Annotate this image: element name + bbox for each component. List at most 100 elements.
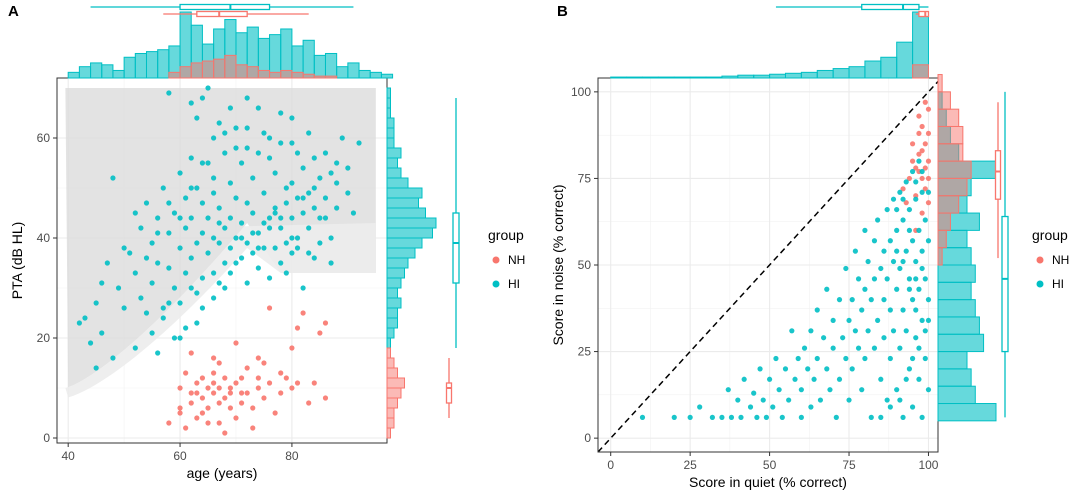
hist-bar-top-hi — [347, 62, 360, 79]
legend-label-nh: NH — [508, 253, 525, 267]
x-tick-label: 80 — [285, 449, 299, 463]
data-point-hi — [222, 130, 228, 136]
legend-key-nh — [492, 256, 500, 264]
data-point-hi — [194, 240, 200, 246]
data-point-hi — [233, 125, 239, 131]
data-point-hi — [798, 387, 804, 393]
hist-bar-top-hi — [358, 69, 371, 79]
data-point-hi — [311, 205, 317, 211]
data-point-hi — [227, 245, 233, 251]
data-point-nh — [925, 130, 932, 137]
data-point-hi — [278, 110, 284, 116]
data-point-hi — [160, 305, 166, 311]
data-point-hi — [738, 414, 744, 420]
data-point-hi — [852, 248, 858, 254]
data-point-hi — [205, 160, 211, 166]
data-point-hi — [272, 210, 278, 216]
data-point-hi — [900, 414, 906, 420]
data-point-nh — [211, 380, 217, 386]
series-hi — [76, 85, 362, 371]
hist-bar-right-nh — [937, 143, 964, 162]
data-point-hi — [160, 315, 166, 321]
data-point-hi — [817, 397, 824, 403]
data-point-hi — [865, 328, 871, 334]
top-boxplots — [90, 3, 354, 18]
hist-bar-right-hi — [937, 281, 972, 301]
data-point-nh — [244, 365, 250, 371]
data-point-hi — [166, 265, 172, 271]
data-point-hi — [913, 335, 919, 341]
data-point-hi — [194, 185, 200, 191]
data-point-hi — [115, 285, 122, 291]
x-axis-title: age (years) — [187, 465, 258, 481]
data-point-hi — [865, 258, 871, 265]
x-tick-label: 40 — [62, 449, 76, 463]
data-point-hi — [925, 238, 932, 244]
data-point-hi — [171, 210, 178, 216]
data-point-hi — [922, 276, 928, 282]
hist-bar-top-hi — [896, 41, 914, 79]
data-point-hi — [160, 185, 166, 191]
hist-bar-top-hi — [705, 76, 723, 79]
data-point-nh — [317, 330, 323, 336]
y-tick-label: 20 — [37, 331, 51, 345]
data-point-hi — [183, 325, 189, 331]
data-point-hi — [913, 179, 919, 185]
data-point-nh — [919, 210, 925, 216]
data-point-nh — [250, 405, 256, 411]
data-point-nh — [188, 390, 194, 396]
data-point-hi — [916, 227, 922, 233]
data-point-hi — [878, 376, 884, 382]
data-point-nh — [199, 395, 206, 401]
data-point-hi — [903, 376, 909, 382]
hist-bar-top-hi — [157, 49, 170, 79]
data-point-hi — [211, 270, 217, 276]
hist-bar-right-hi — [386, 137, 395, 149]
data-point-hi — [897, 189, 903, 195]
data-point-hi — [339, 135, 345, 141]
data-point-hi — [871, 238, 878, 244]
data-point-nh — [222, 375, 228, 381]
data-point-hi — [903, 328, 909, 334]
data-point-nh — [294, 380, 301, 386]
data-point-nh — [255, 385, 261, 391]
hist-bar-right-nh — [937, 177, 968, 197]
data-point-hi — [900, 217, 906, 223]
data-point-nh — [205, 405, 211, 411]
data-point-hi — [205, 250, 211, 256]
data-point-hi — [782, 366, 789, 372]
hist-bar-top-hi — [737, 74, 755, 79]
hist-bar-right-nh — [937, 74, 943, 93]
data-point-hi — [278, 260, 284, 266]
hist-bar-right-hi — [386, 97, 391, 109]
boxplot-right-box-nh — [445, 382, 453, 404]
data-point-hi — [188, 185, 194, 191]
hist-bar-right-hi — [386, 317, 398, 329]
data-point-nh — [922, 99, 928, 105]
y-tick-label: 40 — [37, 231, 51, 245]
hist-bar-right-hi — [386, 337, 391, 349]
data-point-nh — [211, 355, 217, 361]
right-boxplots — [445, 98, 460, 418]
data-point-hi — [283, 185, 289, 191]
data-point-hi — [199, 230, 206, 236]
data-point-nh — [306, 400, 312, 406]
hist-bar-right-nh — [386, 427, 391, 439]
data-point-hi — [322, 150, 329, 156]
data-point-hi — [906, 276, 913, 282]
hist-bar-right-hi — [937, 316, 980, 335]
data-point-hi — [233, 145, 239, 151]
data-point-hi — [306, 225, 312, 231]
data-point-hi — [919, 189, 925, 195]
hist-bar-top-hi — [112, 69, 125, 79]
y-axis-title: PTA (dB HL) — [9, 222, 25, 300]
data-point-hi — [244, 200, 250, 206]
data-point-hi — [909, 238, 916, 244]
data-point-nh — [294, 325, 301, 331]
data-point-hi — [322, 195, 329, 201]
data-point-hi — [261, 130, 267, 136]
series-nh — [900, 99, 932, 233]
data-point-hi — [919, 248, 925, 254]
data-point-hi — [255, 265, 261, 271]
hist-bar-top-nh — [190, 62, 203, 79]
